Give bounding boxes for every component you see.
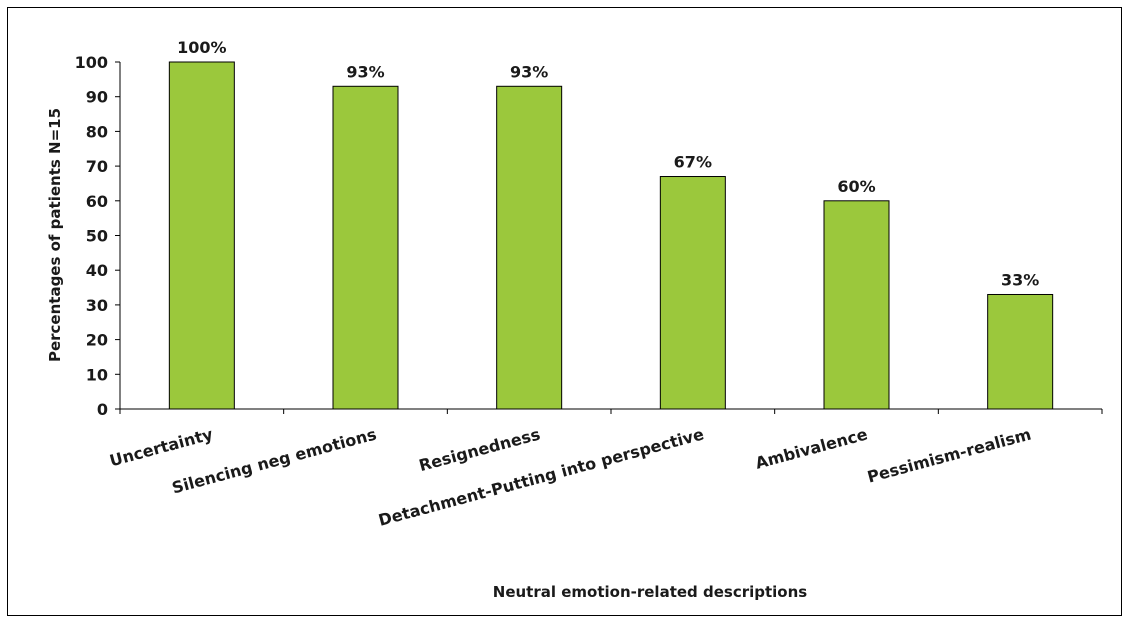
x-axis: [119, 408, 1103, 414]
data-label-4: 60%: [837, 177, 875, 196]
y-axis: 0 10 20 30 40 50 60 70 80 90 100: [75, 53, 121, 419]
category-label-2: Resignedness: [417, 425, 542, 476]
y-tick-label-30: 30: [86, 296, 108, 315]
bar-5: [987, 293, 1054, 410]
y-tick-label-0: 0: [97, 400, 108, 419]
y-tick-label-40: 40: [86, 261, 108, 280]
bar-1: [332, 85, 399, 410]
x-axis-title: Neutral emotion-related descriptions: [493, 583, 808, 601]
y-tick-label-70: 70: [86, 157, 108, 176]
y-tick-label-90: 90: [86, 88, 108, 107]
bars-group: [168, 61, 1054, 410]
data-label-2: 93%: [510, 62, 548, 81]
bar-2: [496, 85, 563, 410]
bar-4: [823, 200, 890, 410]
y-tick-label-50: 50: [86, 227, 108, 246]
y-tick-label-10: 10: [86, 365, 108, 384]
bar-0: [168, 61, 235, 410]
y-tick-label-60: 60: [86, 192, 108, 211]
y-tick-label-80: 80: [86, 122, 108, 141]
data-label-0: 100%: [177, 38, 226, 57]
y-tick-label-20: 20: [86, 331, 108, 350]
bar-3: [659, 176, 726, 410]
data-label-1: 93%: [346, 62, 384, 81]
y-axis-title: Percentages of patients N=15: [46, 108, 64, 362]
data-labels-group: 100% 93% 93% 67% 60% 33%: [177, 38, 1039, 289]
y-tick-label-100: 100: [75, 53, 108, 72]
category-label-4: Ambivalence: [753, 424, 869, 472]
data-label-3: 67%: [674, 153, 712, 172]
category-label-0: Uncertainty: [108, 424, 216, 470]
category-label-5: Pessimism-realism: [865, 425, 1033, 487]
data-label-5: 33%: [1001, 270, 1039, 289]
